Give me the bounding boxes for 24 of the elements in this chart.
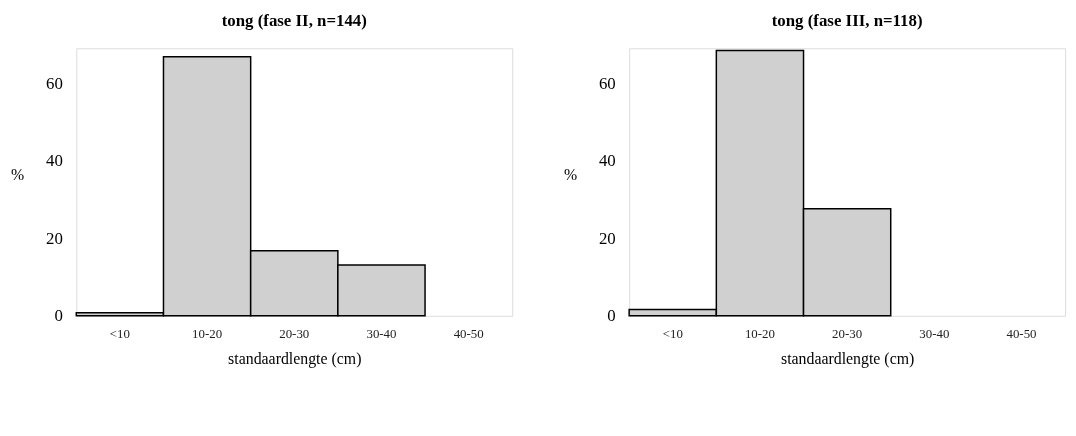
x-tick-label: 20-30	[832, 327, 863, 342]
y-axis-title: %	[563, 165, 578, 183]
x-tick-label: 10-20	[192, 327, 223, 342]
y-tick-label: 0	[607, 306, 616, 326]
y-tick-label: 0	[54, 306, 63, 326]
y-tick-label: 60	[46, 73, 63, 93]
x-axis-title: standaardlengte (cm)	[228, 349, 362, 368]
chart-title: tong (fase II, n=144)	[221, 11, 367, 31]
x-tick-label: 20-30	[279, 327, 310, 342]
x-tick-label: 30-40	[366, 327, 397, 342]
y-tick-label: 60	[598, 73, 616, 93]
y-tick-label: 40	[598, 151, 616, 171]
x-tick-label: 30-40	[919, 327, 950, 342]
x-axis-title: standaardlengte (cm)	[780, 349, 915, 368]
y-tick-label: 20	[598, 228, 616, 248]
chart-title: tong (fase III, n=118)	[771, 11, 923, 31]
x-tick-label: <10	[109, 327, 130, 342]
y-tick-label: 40	[46, 151, 63, 171]
x-tick-label: 40-50	[1006, 327, 1037, 342]
y-tick-label: 20	[46, 228, 63, 248]
x-tick-label: <10	[662, 327, 683, 342]
y-axis-title: %	[11, 165, 25, 183]
x-tick-label: 10-20	[744, 327, 775, 342]
x-tick-label: 40-50	[453, 327, 484, 342]
